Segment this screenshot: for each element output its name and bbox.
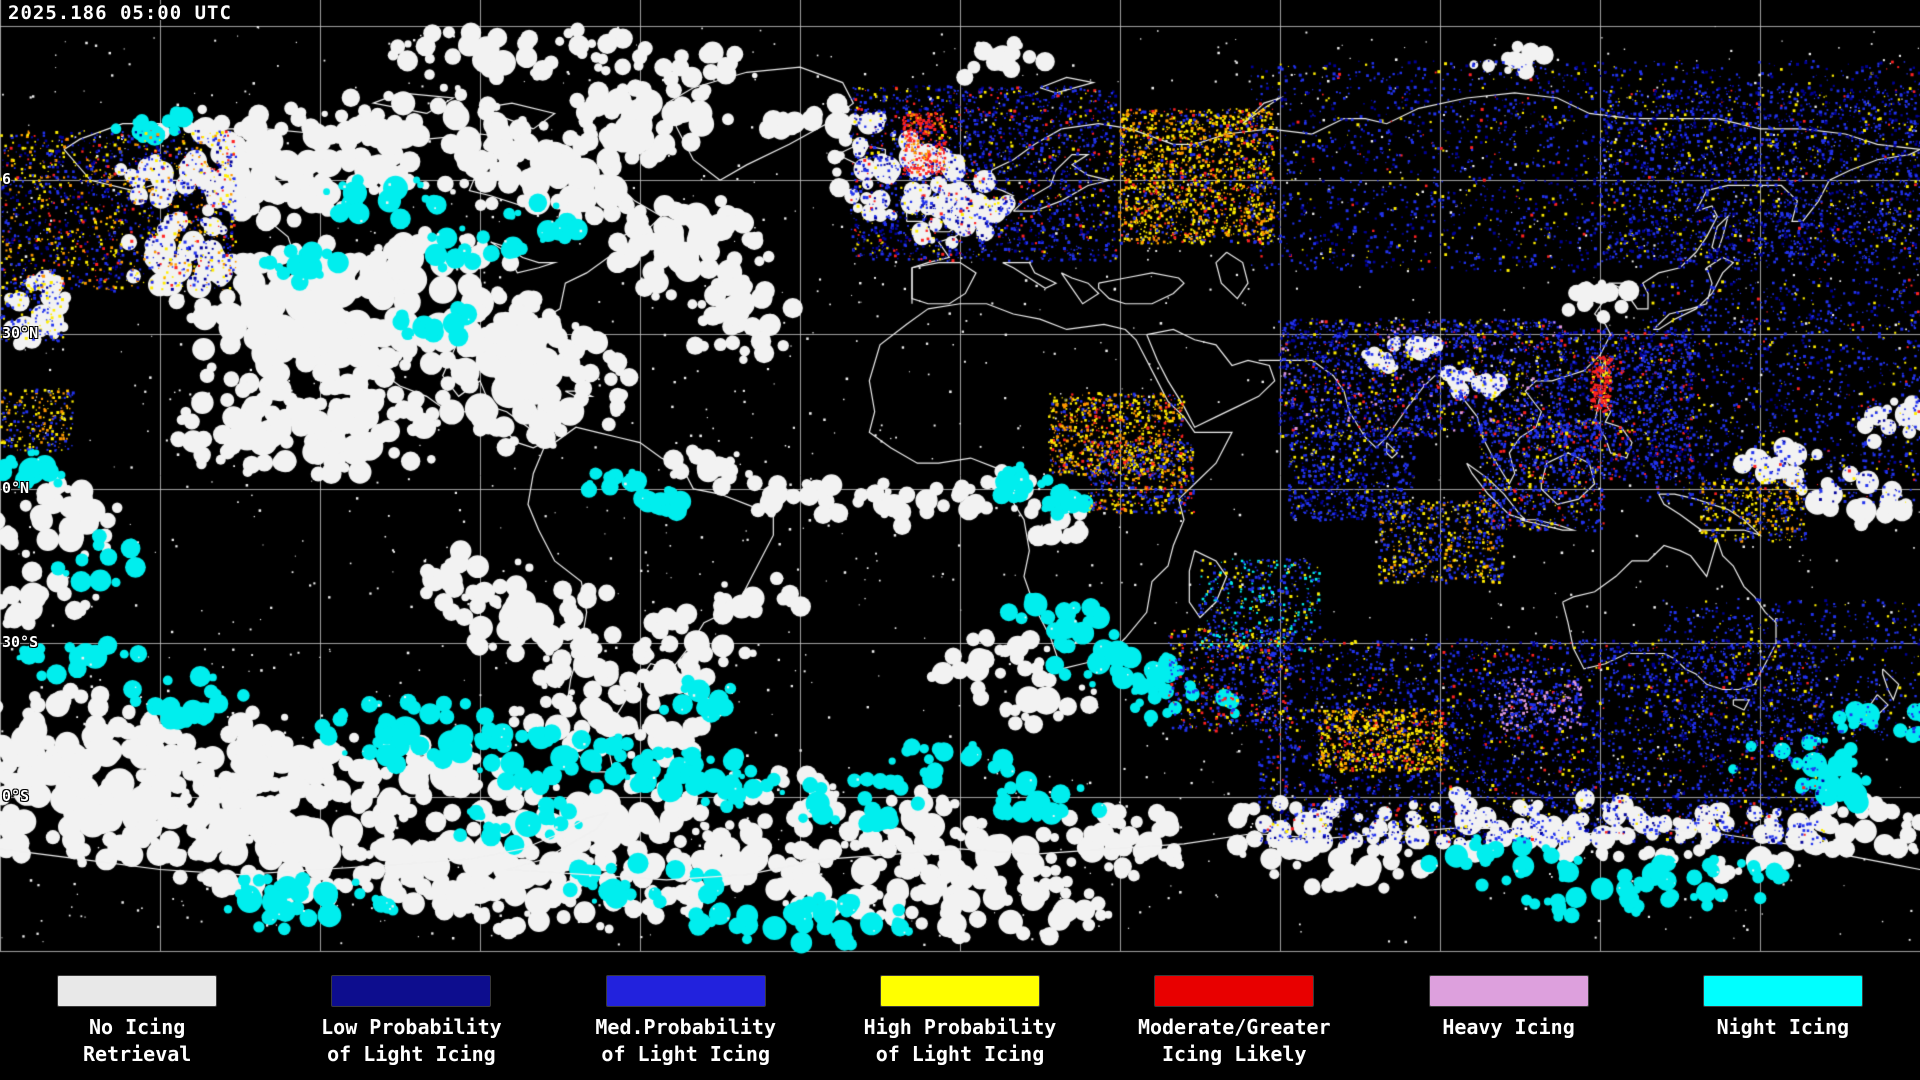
legend-item-night-icing: Night Icing: [1646, 966, 1920, 1080]
legend-item-low-probability: Low Probability of Light Icing: [274, 966, 548, 1080]
legend-label: of Light Icing: [327, 1042, 496, 1066]
legend-item-moderate-greater: Moderate/Greater Icing Likely: [1097, 966, 1371, 1080]
latitude-label-0n: 0°N: [2, 479, 30, 498]
legend: No Icing Retrieval Low Probability of Li…: [0, 966, 1920, 1080]
legend-label: Med.Probability: [595, 1015, 777, 1039]
latitude-label-60n: 6: [2, 170, 12, 189]
legend-swatch-med-probability: [605, 975, 766, 1007]
legend-item-heavy-icing: Heavy Icing: [1371, 966, 1645, 1080]
legend-item-med-probability: Med.Probability of Light Icing: [549, 966, 823, 1080]
legend-label: Low Probability: [321, 1015, 502, 1039]
legend-label: of Light Icing: [601, 1042, 770, 1066]
timestamp: 2025.186 05:00 UTC: [8, 2, 232, 24]
legend-label: No Icing: [88, 1015, 186, 1039]
legend-label: Heavy Icing: [1442, 1015, 1575, 1039]
latitude-label-30n: 30°N: [2, 324, 39, 343]
legend-swatch-high-probability: [879, 975, 1040, 1007]
legend-label: Retrieval: [82, 1042, 192, 1066]
legend-item-no-icing: No Icing Retrieval: [0, 966, 274, 1080]
legend-item-high-probability: High Probability of Light Icing: [823, 966, 1097, 1080]
legend-label: of Light Icing: [875, 1042, 1045, 1066]
latitude-label-30s: 30°S: [2, 633, 39, 652]
legend-swatch-moderate-greater: [1154, 975, 1315, 1007]
legend-label: Moderate/Greater: [1137, 1015, 1331, 1039]
latitude-label-60s: 0°S: [2, 787, 30, 806]
legend-label: Night Icing: [1716, 1015, 1850, 1039]
legend-swatch-heavy-icing: [1428, 975, 1589, 1007]
legend-label: Icing Likely: [1162, 1042, 1307, 1066]
legend-swatch-no-icing: [57, 975, 218, 1007]
legend-swatch-night-icing: [1702, 975, 1863, 1007]
legend-swatch-low-probability: [331, 975, 492, 1007]
legend-label: High Probability: [863, 1015, 1057, 1039]
